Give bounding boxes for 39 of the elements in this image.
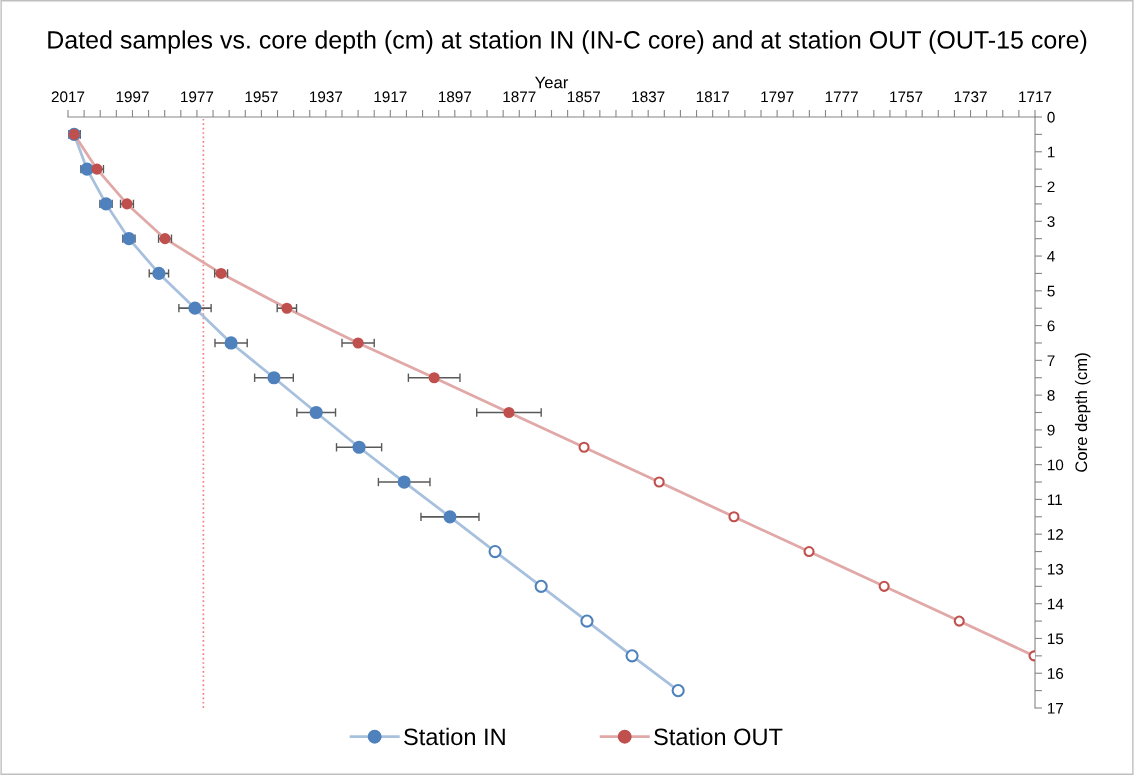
x-tick-label: 1797 — [761, 91, 794, 103]
y-tick-label: 3 — [1047, 216, 1055, 227]
x-tick-label: 2017 — [51, 91, 85, 103]
chart-title: Dated samples vs. core depth (cm) at station IN (IN-C core) and at station OUT (OUT-15 core) — [48, 30, 1087, 54]
x-tick-label: 1877 — [503, 91, 536, 103]
y-tick-label: 6 — [1047, 320, 1055, 332]
y-tick-label: 13 — [1047, 563, 1064, 575]
x-tick-label: 1837 — [632, 91, 665, 103]
y-tick-label: 16 — [1047, 668, 1064, 679]
x-tick-label: 1717 — [1019, 91, 1052, 103]
legend-label: Station IN — [404, 727, 505, 746]
y-tick-label: 7 — [1047, 355, 1055, 366]
x-tick-label: 1917 — [374, 91, 407, 103]
y-tick-label: 8 — [1047, 389, 1055, 401]
x-tick-label: 1817 — [696, 91, 729, 103]
y-tick-label: 5 — [1047, 285, 1055, 297]
x-tick-label: 1777 — [825, 91, 858, 103]
y-tick-label: 12 — [1047, 529, 1064, 540]
y-axis-title: Core depth (cm) — [1074, 353, 1091, 472]
x-tick-label: 1997 — [116, 91, 149, 103]
x-tick-label: 1977 — [181, 91, 214, 103]
x-tick-label: 1757 — [890, 91, 923, 103]
y-tick-label: 0 — [1047, 111, 1055, 123]
x-tick-label: 1957 — [245, 91, 278, 103]
y-tick-label: 1 — [1047, 146, 1055, 158]
y-tick-label: 4 — [1047, 251, 1055, 262]
y-tick-label: 15 — [1047, 633, 1064, 645]
x-tick-label: 1937 — [310, 91, 343, 103]
x-axis-title: Year — [535, 76, 569, 89]
x-tick-label: 1737 — [954, 91, 987, 103]
y-tick-label: 10 — [1047, 459, 1064, 471]
y-tick-label: 9 — [1047, 424, 1055, 436]
y-tick-label: 17 — [1047, 703, 1064, 714]
x-tick-label: 1897 — [438, 91, 472, 103]
y-tick-label: 11 — [1047, 494, 1062, 505]
x-tick-label: 1857 — [567, 91, 600, 103]
y-tick-label: 14 — [1047, 598, 1064, 610]
y-tick-label: 2 — [1047, 181, 1055, 193]
legend-label: Station OUT — [654, 727, 783, 746]
